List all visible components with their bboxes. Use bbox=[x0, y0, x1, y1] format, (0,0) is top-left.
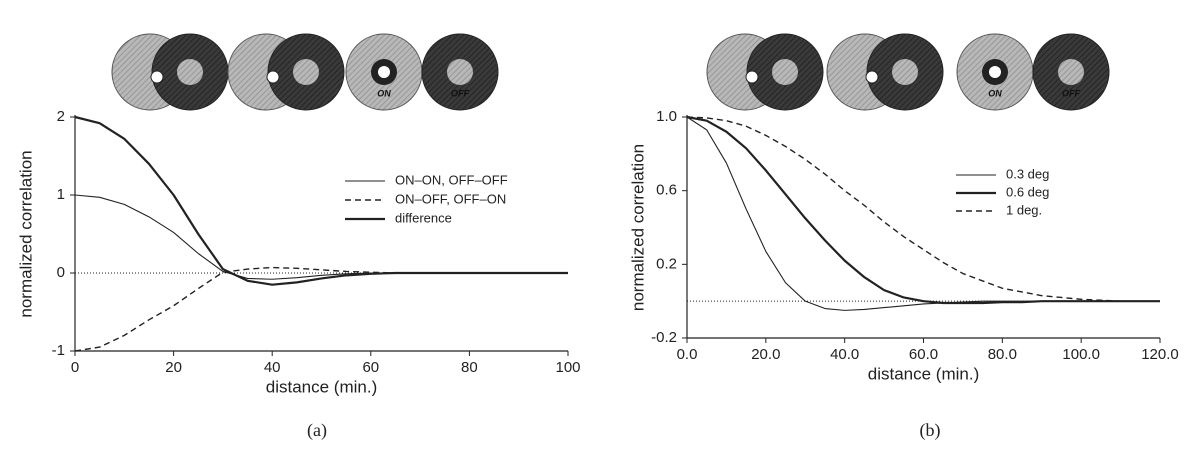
x-tick-label: 120.0 bbox=[1141, 346, 1179, 363]
icon-center bbox=[1058, 59, 1084, 85]
y-tick-label: 1 bbox=[57, 186, 65, 203]
x-tick-label: 20.0 bbox=[751, 346, 780, 363]
icon-spot bbox=[745, 70, 759, 84]
icon-center bbox=[989, 66, 1001, 78]
y-tick-label: -1 bbox=[52, 342, 65, 359]
icon-center bbox=[177, 59, 203, 85]
icon-center bbox=[772, 59, 798, 85]
icon-center bbox=[892, 59, 918, 85]
series-line bbox=[74, 194, 568, 280]
icon-label: OFF bbox=[451, 88, 469, 98]
x-tick-label: 20 bbox=[165, 359, 182, 376]
x-tick-label: 0.0 bbox=[677, 346, 698, 363]
y-tick-label: 0.2 bbox=[656, 255, 677, 272]
y-axis-label: normalized correlation bbox=[16, 150, 35, 317]
y-tick-label: -0.2 bbox=[651, 329, 677, 346]
x-tick-label: 40.0 bbox=[830, 346, 859, 363]
legend-label: difference bbox=[395, 210, 452, 225]
legend-label: ON–ON, OFF–OFF bbox=[395, 172, 508, 187]
series-line bbox=[74, 266, 568, 352]
icon-center bbox=[293, 59, 319, 85]
series-line bbox=[74, 115, 568, 286]
series-line bbox=[686, 115, 1160, 305]
x-tick-label: 40 bbox=[264, 359, 281, 376]
x-tick-label: 100 bbox=[555, 359, 580, 376]
y-tick-label: 0.6 bbox=[656, 182, 677, 199]
x-axis-label: distance (min.) bbox=[266, 377, 377, 396]
series-line bbox=[686, 116, 1160, 302]
icon-center bbox=[378, 66, 390, 78]
legend-label: ON–OFF, OFF–ON bbox=[395, 191, 506, 206]
series-line bbox=[686, 116, 1160, 311]
legend-label: 0.6 deg bbox=[1006, 184, 1049, 199]
icon-center bbox=[447, 59, 473, 85]
legend-label: 1 deg. bbox=[1006, 202, 1042, 217]
caption: (a) bbox=[307, 420, 327, 441]
legend-label: 0.3 deg bbox=[1006, 166, 1049, 181]
icon-spot bbox=[150, 70, 164, 84]
y-tick-label: 2 bbox=[57, 108, 65, 125]
icon-label: ON bbox=[377, 88, 391, 98]
icon-spot bbox=[865, 70, 879, 84]
x-tick-label: 80.0 bbox=[988, 346, 1017, 363]
x-axis-label: distance (min.) bbox=[868, 364, 979, 383]
icon-label: ON bbox=[988, 88, 1002, 98]
icon-spot bbox=[266, 70, 280, 84]
x-tick-label: 0 bbox=[71, 359, 79, 376]
caption: (b) bbox=[920, 420, 941, 441]
x-tick-label: 100.0 bbox=[1062, 346, 1100, 363]
x-tick-label: 60 bbox=[362, 359, 379, 376]
icon-label: OFF bbox=[1062, 88, 1080, 98]
y-tick-label: 0 bbox=[57, 264, 65, 281]
y-tick-label: 1.0 bbox=[656, 108, 677, 125]
y-axis-label: normalized correlation bbox=[628, 144, 647, 311]
x-tick-label: 80 bbox=[461, 359, 478, 376]
x-tick-label: 60.0 bbox=[909, 346, 938, 363]
chart-panel: ON OFF -0.2 0.2 0.6 1.0 0.0 20.0 40.0 60.0 80.0 100… bbox=[628, 33, 1179, 441]
